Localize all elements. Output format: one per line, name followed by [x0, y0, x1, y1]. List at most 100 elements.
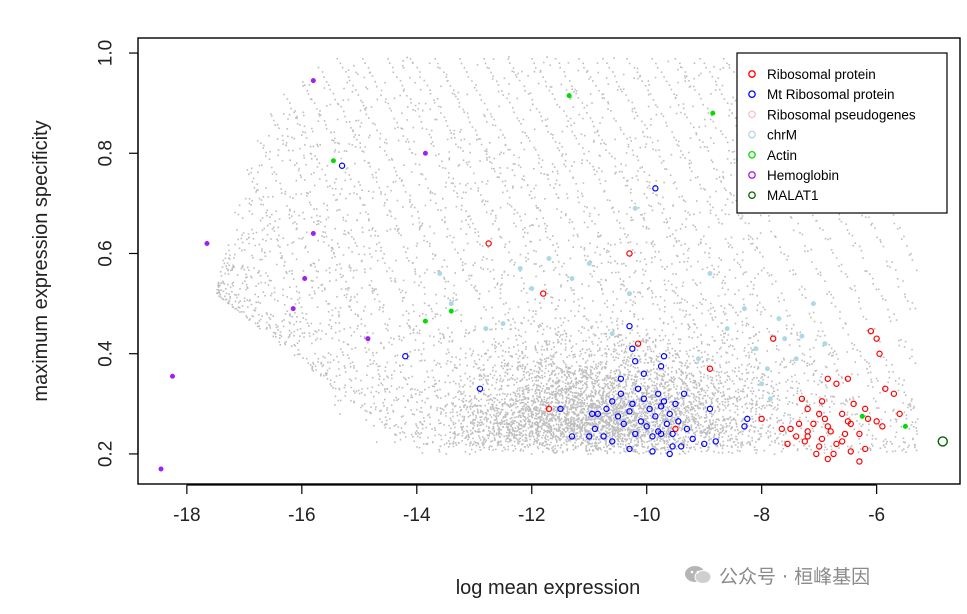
data-point — [649, 448, 656, 455]
data-point — [626, 408, 633, 415]
data-point — [844, 418, 852, 425]
data-point — [566, 93, 572, 99]
data-point — [666, 410, 673, 418]
data-point — [609, 398, 616, 405]
data-point — [649, 433, 656, 440]
data-point — [824, 375, 831, 382]
data-point — [657, 403, 665, 410]
data-point — [847, 448, 854, 455]
data-point — [902, 423, 908, 429]
data-point — [652, 185, 659, 192]
data-point — [603, 405, 610, 413]
x-tick-label: -8 — [753, 505, 770, 526]
data-point — [873, 335, 880, 342]
legend-label: Ribosomal pseudogenes — [767, 107, 916, 122]
data-point — [799, 333, 805, 339]
data-point — [600, 433, 607, 440]
data-point — [833, 380, 840, 387]
data-point — [204, 240, 210, 246]
data-point — [646, 405, 653, 413]
data-point — [824, 455, 831, 463]
data-point — [793, 356, 799, 362]
data-point — [448, 308, 454, 314]
data-point — [838, 410, 846, 418]
legend-marker — [748, 110, 756, 119]
data-point — [302, 276, 308, 282]
data-point — [767, 396, 773, 402]
legend-label: Ribosomal protein — [767, 67, 876, 82]
legend: Ribosomal protein Mt Ribosomal protein Rib… — [736, 52, 948, 214]
data-point — [437, 271, 443, 277]
x-tick-label: -18 — [173, 505, 200, 526]
data-point — [614, 413, 622, 420]
data-point — [629, 400, 636, 408]
data-point — [841, 430, 849, 438]
data-point — [810, 420, 817, 428]
axes: -18 -16 -14 -12 -10 -8 -6 0.2 0.4 0.6 0.8 1.0 — [96, 40, 886, 526]
data-point — [758, 415, 765, 423]
data-point — [158, 466, 164, 472]
data-point — [657, 430, 665, 438]
data-point — [629, 345, 636, 352]
data-point — [810, 301, 816, 307]
legend-label: MALAT1 — [767, 188, 819, 203]
data-point — [882, 385, 889, 392]
data-point — [792, 433, 800, 440]
y-tick-label: 0.4 — [96, 340, 117, 367]
data-point — [672, 400, 679, 408]
data-point — [626, 445, 633, 453]
data-point — [744, 415, 751, 423]
data-point — [813, 450, 820, 458]
data-point — [626, 322, 633, 330]
data-point — [422, 150, 428, 156]
data-point — [529, 286, 535, 292]
data-point — [626, 250, 633, 257]
data-point — [818, 398, 826, 405]
legend-label: Mt Ribosomal protein — [767, 87, 895, 102]
data-point — [569, 276, 575, 282]
data-point — [663, 420, 671, 428]
data-point — [476, 385, 484, 392]
data-point — [856, 430, 863, 438]
data-point — [876, 350, 883, 357]
data-point — [617, 390, 625, 397]
series-hemoglobin — [158, 78, 428, 472]
legend-marker — [748, 90, 756, 99]
data-point — [634, 385, 642, 392]
data-point — [741, 306, 747, 312]
data-point — [782, 336, 788, 342]
data-point — [798, 395, 806, 403]
data-point — [365, 336, 371, 342]
watermark: 公众号 · 桓峰基因 — [683, 562, 870, 588]
watermark-text: 公众号 · 桓峰基因 — [719, 565, 871, 588]
data-point — [937, 436, 948, 447]
y-tick-label: 1.0 — [96, 40, 117, 66]
data-point — [568, 433, 576, 440]
data-point — [867, 327, 875, 335]
data-point — [861, 405, 869, 413]
data-point — [815, 410, 823, 418]
data-point — [483, 326, 489, 332]
data-point — [759, 381, 765, 387]
data-point — [652, 413, 659, 420]
legend-marker — [748, 130, 756, 139]
data-point — [632, 358, 639, 365]
data-point — [338, 162, 346, 169]
data-point — [830, 450, 837, 458]
data-point — [815, 443, 823, 450]
data-point — [545, 405, 553, 413]
data-point — [637, 418, 645, 425]
wechat-icon — [685, 566, 712, 584]
data-point — [609, 331, 615, 337]
data-point — [310, 230, 316, 236]
data-point — [609, 438, 616, 445]
data-point — [824, 423, 831, 430]
data-point — [540, 290, 547, 297]
data-point — [769, 335, 777, 342]
data-point — [706, 365, 714, 372]
data-point — [683, 425, 691, 433]
data-point — [586, 261, 592, 267]
data-point — [784, 440, 791, 448]
data-point — [896, 410, 903, 418]
data-point — [632, 205, 638, 211]
